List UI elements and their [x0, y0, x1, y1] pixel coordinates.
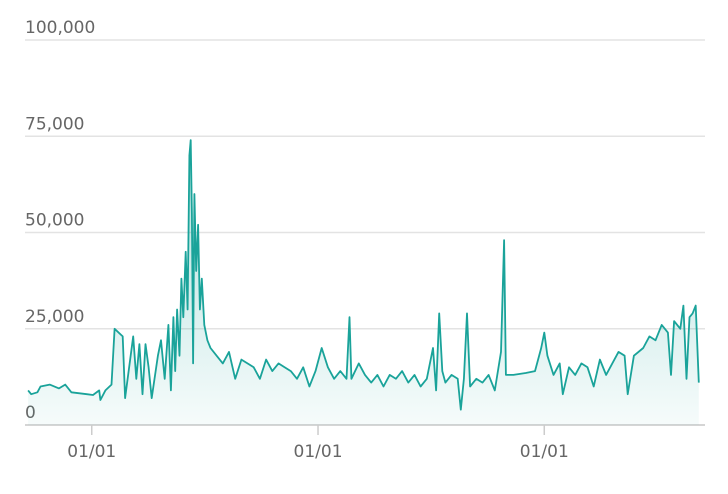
line	[27, 139, 700, 411]
y-tick-label: 75,000	[25, 114, 84, 134]
y-tick-label: 25,000	[25, 307, 84, 327]
y-tick-label: 50,000	[25, 211, 84, 231]
area	[28, 140, 699, 425]
x-tick-label: 01/01	[294, 442, 343, 462]
y-tick-label: 100,000	[25, 18, 95, 38]
x-tick-label: 01/01	[67, 442, 116, 462]
x-tick-label: 01/01	[520, 442, 569, 462]
